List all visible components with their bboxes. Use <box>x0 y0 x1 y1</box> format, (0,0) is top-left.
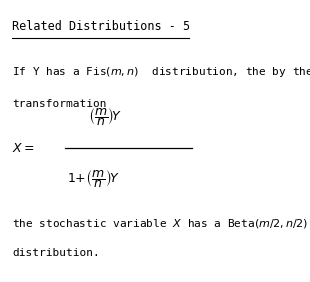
Text: $X =$: $X =$ <box>12 142 35 155</box>
Text: $\left(\dfrac{m}{n}\right)\!Y$: $\left(\dfrac{m}{n}\right)\!Y$ <box>88 106 123 128</box>
Text: If Y has a Fis$(m,n)$  distribution, the by the: If Y has a Fis$(m,n)$ distribution, the … <box>12 65 310 79</box>
Text: Related Distributions - 5: Related Distributions - 5 <box>12 20 191 33</box>
Text: the stochastic variable $X$ has a Beta$(m/2,n/2)$: the stochastic variable $X$ has a Beta$(… <box>12 217 309 230</box>
Text: distribution.: distribution. <box>12 248 100 258</box>
Text: transformation: transformation <box>12 99 107 109</box>
Text: $1{+}\left(\dfrac{m}{n}\right)\!Y$: $1{+}\left(\dfrac{m}{n}\right)\!Y$ <box>67 168 120 190</box>
